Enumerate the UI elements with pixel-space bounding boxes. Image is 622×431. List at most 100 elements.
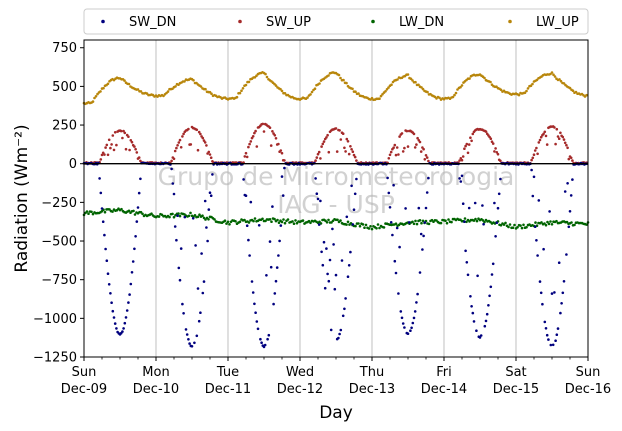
sw-dn-point <box>181 302 184 306</box>
sw-up-point <box>127 135 130 138</box>
sw-dn-point <box>345 215 349 219</box>
sw-dn-point <box>327 279 331 283</box>
lw-dn-point <box>573 223 576 227</box>
sw-dn-point <box>395 226 399 230</box>
sw-up-point <box>255 145 259 148</box>
lw-dn-point <box>525 226 528 229</box>
lw-up-point <box>199 85 203 88</box>
sw-dn-point <box>537 199 541 202</box>
sw-up-point <box>394 153 398 157</box>
lw-up-point <box>414 80 417 84</box>
lw-dn-point <box>474 217 477 221</box>
sw-dn-point <box>315 192 319 195</box>
sw-dn-point <box>260 341 263 345</box>
lw-dn-point <box>238 220 242 224</box>
sw-dn-point <box>98 177 101 180</box>
sw-dn-point <box>266 337 269 341</box>
sw-dn-point <box>531 194 535 198</box>
sw-dn-point <box>177 266 181 270</box>
lw-dn-point <box>132 209 135 213</box>
sw-up-point <box>458 159 461 162</box>
sw-dn-point <box>190 345 194 348</box>
sw-up-point <box>393 143 397 147</box>
sw-dn-point <box>274 279 278 283</box>
sw-dn-point <box>545 333 549 337</box>
sw-dn-point <box>412 316 416 320</box>
sw-up-point <box>543 130 547 134</box>
sw-dn-point <box>248 254 251 257</box>
lw-dn-point <box>418 219 422 222</box>
sw-dn-point <box>172 192 176 196</box>
sw-dn-point <box>393 259 397 263</box>
sw-dn-point <box>269 265 273 269</box>
sw-up-point <box>416 136 419 140</box>
lw-dn-point <box>226 220 230 224</box>
sw-up-point <box>279 149 283 152</box>
sw-up-point <box>557 137 561 140</box>
sw-up-point <box>119 129 123 133</box>
lw-dn-point <box>268 218 272 221</box>
sw-up-point <box>398 135 401 138</box>
sw-dn-point <box>199 311 202 315</box>
lw-dn-point <box>570 221 573 224</box>
sw-dn-point <box>278 239 281 243</box>
legend-box <box>83 8 589 35</box>
x-tick-date-3: Dec-12 <box>277 382 323 397</box>
sw-dn-point <box>465 261 469 264</box>
lw-up-point <box>426 90 429 94</box>
lw-dn-point <box>483 220 486 224</box>
sw-up-point <box>170 159 173 163</box>
sw-dn-point <box>131 260 135 263</box>
sw-up-point <box>179 146 183 149</box>
sw-dn-point <box>421 248 424 251</box>
sw-dn-point <box>563 190 567 193</box>
y-axis-label: Radiation (Wm⁻²) <box>12 124 32 272</box>
lw-dn-point <box>282 218 285 221</box>
lw-dn-point <box>499 224 503 227</box>
sw-dn-point <box>571 178 574 181</box>
x-tick-date-1: Dec-10 <box>133 382 179 397</box>
lw-up-point <box>411 79 414 82</box>
sw-up-point <box>187 127 190 131</box>
lw-dn-point <box>450 220 453 224</box>
sw-dn-point <box>171 182 175 185</box>
sw-up-point <box>539 135 543 139</box>
x-axis-label: Day <box>319 403 353 423</box>
lw-dn-point <box>177 212 180 215</box>
sw-up-point <box>347 152 351 156</box>
lw-dn-point <box>273 217 276 221</box>
sw-up-point <box>415 143 418 146</box>
sw-dn-point <box>341 314 345 318</box>
sw-dn-point <box>121 330 124 333</box>
lw-up-point <box>94 95 98 98</box>
lw-up-point <box>345 81 348 85</box>
sw-dn-point <box>495 221 499 224</box>
sw-dn-point <box>273 292 277 295</box>
sw-dn-point <box>323 286 327 290</box>
sw-up-point <box>335 150 339 153</box>
sw-up-point <box>209 156 213 159</box>
x-tick-date-0: Dec-09 <box>61 382 107 397</box>
lw-up-point <box>523 91 527 94</box>
lw-up-point <box>558 78 561 81</box>
sw-up-point <box>247 145 250 149</box>
sw-up-point <box>423 158 427 161</box>
sw-up-point <box>495 151 499 154</box>
lw-dn-point <box>420 221 423 225</box>
sw-dn-point <box>493 201 496 205</box>
sw-up-point <box>182 132 185 136</box>
lw-up-point <box>559 79 563 83</box>
sw-dn-point <box>262 345 266 349</box>
sw-up-point <box>406 145 410 148</box>
sw-dn-point <box>115 327 118 330</box>
lw-up-point <box>553 75 557 78</box>
sw-dn-point <box>483 324 487 328</box>
lw-up-point <box>174 85 177 88</box>
lw-dn-point <box>252 219 255 223</box>
lw-dn-point <box>90 210 93 214</box>
sw-up-point <box>531 156 535 160</box>
lw-dn-point <box>370 227 374 231</box>
sw-dn-point <box>499 177 502 181</box>
